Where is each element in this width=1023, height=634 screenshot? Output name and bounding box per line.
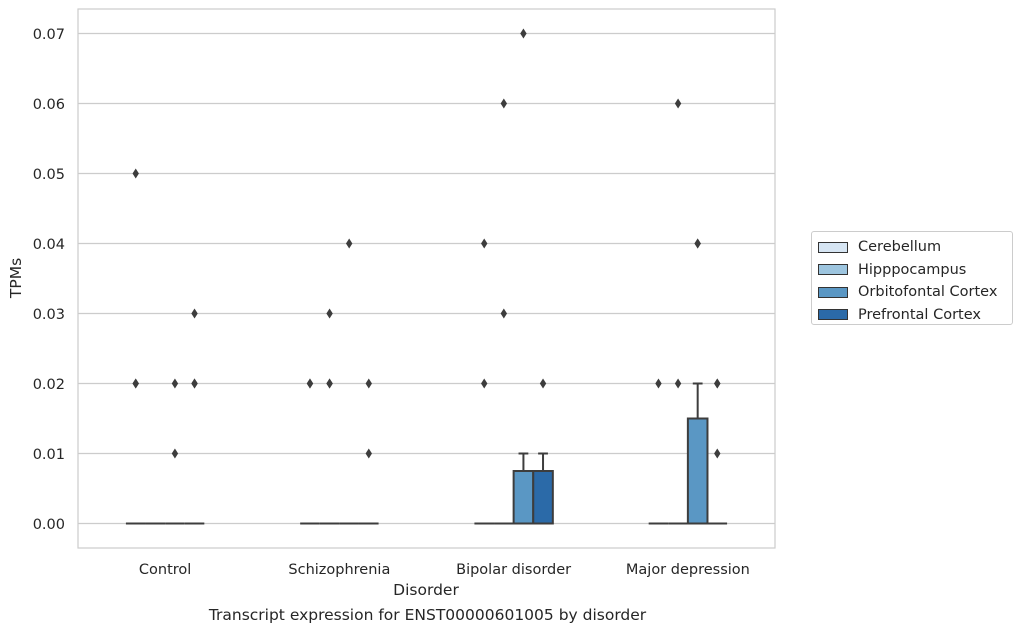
legend-swatch-orbitofrontal-cortex	[818, 286, 848, 298]
y-tick-label: 0.03	[33, 307, 65, 323]
outlier-point	[674, 98, 682, 109]
outlier-point	[500, 98, 508, 109]
legend-item-prefrontal-cortex: Prefrontal Cortex	[818, 304, 1006, 327]
box	[532, 470, 554, 525]
x-axis-label: Disorder	[393, 581, 459, 599]
chart-caption: Transcript expression for ENST0000060100…	[208, 606, 647, 624]
outlier-point	[365, 448, 372, 459]
y-tick-label: 0.06	[33, 97, 65, 113]
outlier-point	[714, 378, 721, 389]
outlier-point	[714, 448, 721, 459]
box	[512, 470, 535, 525]
outlier-point	[500, 308, 508, 319]
y-tick-label: 0.00	[33, 517, 65, 533]
outlier-point	[520, 28, 527, 39]
legend-label-hippocampus: Hipppocampus	[858, 261, 967, 278]
legend-item-hippocampus: Hipppocampus	[818, 259, 1006, 282]
x-tick-label: Bipolar disorder	[456, 562, 571, 578]
legend: Cerebellum Hipppocampus Orbitofontal Cor…	[811, 231, 1013, 325]
legend-swatch-cerebellum	[818, 241, 848, 253]
legend-label-orbitofrontal-cortex: Orbitofontal Cortex	[858, 284, 998, 301]
y-tick-label: 0.07	[33, 27, 65, 43]
outlier-point	[539, 378, 547, 389]
y-tick-label: 0.04	[33, 237, 65, 253]
legend-swatch-hippocampus	[818, 264, 848, 276]
outlier-point	[171, 448, 179, 459]
outlier-point	[191, 308, 198, 319]
x-tick-label: Control	[139, 562, 191, 578]
x-tick-label: Major depression	[626, 562, 750, 578]
legend-label-prefrontal-cortex: Prefrontal Cortex	[858, 306, 981, 323]
outlier-point	[306, 378, 314, 389]
outlier-point	[481, 378, 488, 389]
outliers	[132, 28, 721, 459]
gridlines	[78, 32, 775, 525]
boxes	[125, 382, 728, 525]
outlier-point	[326, 308, 333, 319]
y-tick-label: 0.05	[33, 167, 65, 183]
legend-swatch-prefrontal-cortex	[818, 309, 848, 321]
box	[686, 417, 709, 525]
outlier-point	[132, 378, 139, 389]
legend-item-orbitofrontal-cortex: Orbitofontal Cortex	[818, 281, 1006, 304]
x-axis-ticks: Control Schizophrenia Bipolar disorder Majo…	[139, 562, 750, 578]
y-axis-label: TPMs	[7, 258, 25, 299]
outlier-point	[345, 238, 353, 249]
legend-item-cerebellum: Cerebellum	[818, 236, 1006, 259]
outlier-point	[171, 378, 179, 389]
y-tick-label: 0.02	[33, 377, 65, 393]
outlier-point	[191, 378, 198, 389]
outlier-point	[674, 378, 682, 389]
outlier-point	[481, 238, 488, 249]
outlier-point	[132, 168, 139, 179]
outlier-point	[365, 378, 372, 389]
outlier-point	[655, 378, 662, 389]
y-axis-ticks: 0.00 0.01 0.02 0.03 0.04 0.05 0.06 0.07	[33, 27, 65, 533]
plot-frame	[77, 8, 776, 549]
outlier-point	[326, 378, 333, 389]
y-tick-label: 0.01	[33, 447, 65, 463]
legend-label-cerebellum: Cerebellum	[858, 239, 942, 256]
outlier-point	[694, 238, 701, 249]
x-tick-label: Schizophrenia	[288, 562, 390, 578]
